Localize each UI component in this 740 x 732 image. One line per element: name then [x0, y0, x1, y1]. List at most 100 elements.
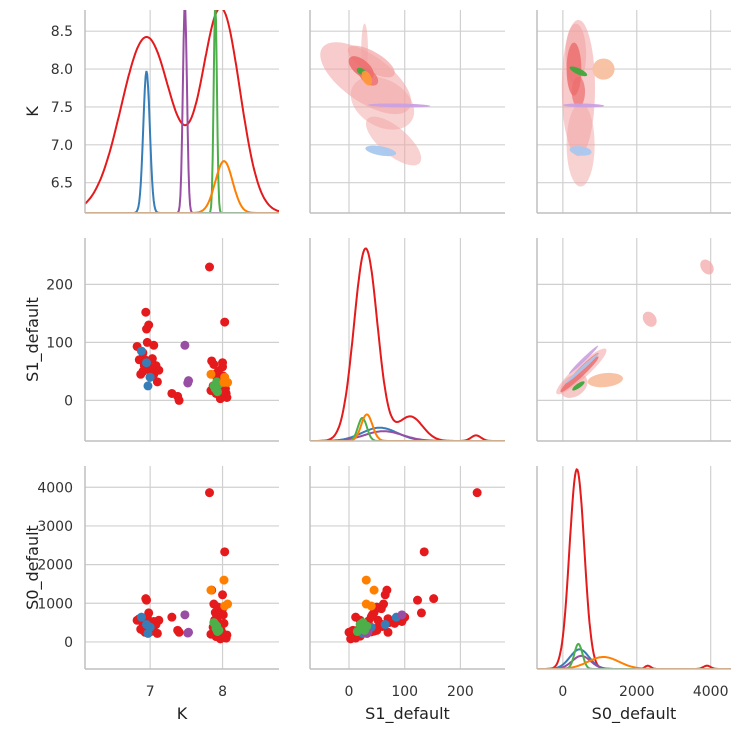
- kde-curve: [537, 656, 731, 669]
- density-contour: [587, 372, 624, 388]
- scatter-point: [184, 627, 194, 637]
- scatter-point: [220, 317, 230, 327]
- panel-K-vs-S0_default: [536, 10, 731, 214]
- panel-content: [132, 488, 233, 644]
- scatter-point: [180, 340, 190, 350]
- scatter-point: [211, 383, 221, 393]
- scatter-point: [218, 610, 228, 620]
- y-tick-label: 100: [46, 335, 73, 351]
- x-tick-label: 4000: [693, 684, 729, 700]
- panel-S0_default-vs-S1_default: [309, 466, 505, 670]
- scatter-point: [209, 359, 219, 369]
- x-axis-label: K: [177, 704, 188, 723]
- scatter-point: [152, 377, 162, 387]
- panel-S0_default-vs-K: [84, 466, 279, 670]
- y-tick-label: 0: [64, 393, 73, 409]
- density-contour: [365, 116, 422, 166]
- scatter-point: [220, 547, 230, 557]
- panel-content: [344, 488, 482, 644]
- y-axis-label: S0_default: [23, 525, 43, 610]
- scatter-point: [380, 620, 390, 630]
- scatter-point: [369, 585, 379, 595]
- y-axis-label: K: [23, 106, 42, 117]
- scatter-point: [213, 366, 223, 376]
- kde-curve: [310, 426, 505, 441]
- scatter-point: [219, 575, 229, 585]
- scatter-point: [366, 601, 376, 611]
- scatter-point: [429, 594, 439, 604]
- x-tick-label: 7: [146, 684, 155, 700]
- scatter-point: [143, 381, 153, 391]
- scatter-point: [167, 612, 177, 622]
- scatter-point: [145, 622, 155, 632]
- y-tick-label: 4000: [37, 480, 73, 496]
- x-tick-label: 8: [218, 684, 227, 700]
- density-contour: [562, 103, 605, 108]
- x-axis-label: S0_default: [592, 704, 677, 724]
- panel-content: [561, 19, 615, 187]
- density-contour: [571, 76, 586, 107]
- scatter-point: [218, 590, 228, 600]
- density-contour: [700, 259, 714, 275]
- y-tick-label: 200: [46, 277, 73, 293]
- y-tick-label: 7.0: [51, 138, 73, 154]
- panel-content: [132, 262, 233, 405]
- kde-curve: [85, 10, 279, 213]
- scatter-point: [373, 615, 383, 625]
- panel-K-vs-K: [84, 10, 279, 214]
- x-axis-label: S1_default: [365, 704, 450, 724]
- scatter-point: [149, 340, 159, 350]
- scatter-point: [346, 634, 356, 644]
- density-contour: [560, 356, 599, 393]
- kde-curve: [537, 648, 731, 669]
- scatter-point: [472, 488, 482, 498]
- scatter-point: [218, 358, 228, 368]
- scatter-point: [205, 262, 215, 272]
- scatter-point: [361, 575, 371, 585]
- y-tick-label: 3000: [37, 519, 73, 535]
- scatter-point: [413, 595, 423, 605]
- y-axis-label: S1_default: [23, 297, 43, 382]
- panel-S1_default-vs-S1_default: [309, 238, 505, 442]
- density-contour: [566, 103, 595, 187]
- scatter-point: [142, 595, 152, 605]
- y-tick-label: 0: [64, 635, 73, 651]
- scatter-point: [136, 346, 146, 356]
- x-tick-label: 0: [558, 684, 567, 700]
- panel-content: [556, 259, 714, 398]
- scatter-point: [184, 376, 194, 386]
- density-contour: [347, 45, 395, 78]
- panel-K-vs-S1_default: [309, 10, 505, 214]
- scatter-point: [174, 395, 184, 405]
- scatter-point: [138, 366, 148, 376]
- panel-content: [537, 468, 731, 669]
- y-tick-label: 1000: [37, 596, 73, 612]
- scatter-point: [180, 610, 190, 620]
- scatter-point: [152, 628, 162, 638]
- scatter-point: [215, 394, 225, 404]
- panel-S1_default-vs-S0_default: [536, 238, 731, 442]
- kde-curve: [537, 468, 731, 669]
- density-contour: [560, 373, 588, 398]
- y-tick-label: 8.5: [51, 24, 73, 40]
- scatter-point: [367, 610, 377, 620]
- scatter-point: [142, 358, 152, 368]
- scatter-point: [419, 547, 429, 557]
- panel-content: [320, 23, 431, 166]
- scatter-point: [144, 320, 154, 330]
- scatter-point: [136, 612, 146, 622]
- scatter-point: [380, 590, 390, 600]
- scatter-point: [397, 610, 407, 620]
- x-tick-label: 200: [447, 684, 474, 700]
- kde-curve: [85, 160, 279, 213]
- scatter-point: [356, 623, 366, 633]
- y-tick-label: 6.5: [51, 176, 73, 192]
- scatter-point: [205, 488, 215, 498]
- panel-content: [310, 247, 505, 441]
- density-contour: [361, 70, 373, 86]
- y-tick-label: 2000: [37, 558, 73, 574]
- kde-curve: [537, 654, 731, 669]
- scatter-point: [383, 627, 393, 637]
- kde-curve: [310, 247, 505, 441]
